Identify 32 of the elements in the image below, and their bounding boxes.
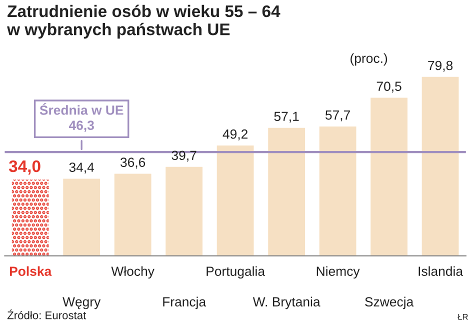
text: (proc.) xyxy=(350,53,388,66)
bar xyxy=(63,178,100,256)
bar xyxy=(12,180,49,256)
x-tick-label: Niemcy xyxy=(316,266,360,279)
x-tick-label: Polska xyxy=(10,266,52,276)
x-tick-label: Szwecja xyxy=(365,296,414,310)
data-label: 57,1 xyxy=(274,112,299,123)
data-label: 79,8 xyxy=(428,60,453,72)
data-label: 34,0 xyxy=(8,160,40,175)
x-tick-label: Węgry xyxy=(62,297,101,310)
bar xyxy=(166,166,203,256)
bar xyxy=(216,146,254,256)
data-label: 34,4 xyxy=(69,162,94,174)
x-tick-label: Francja xyxy=(163,296,206,310)
x-tick-label: Portugalia xyxy=(206,266,266,279)
data-label: 49,2 xyxy=(222,129,248,140)
data-label: 57,7 xyxy=(325,110,350,122)
text: ŁR xyxy=(458,314,468,320)
data-label: 36,6 xyxy=(120,158,146,169)
ref-line-label: Średnia w UE 46,3 xyxy=(40,102,124,132)
x-tick-label: W. Brytania xyxy=(252,296,320,310)
data-label: 39,7 xyxy=(172,150,196,162)
bar xyxy=(268,128,306,256)
data-label: 70,5 xyxy=(376,82,402,93)
bar xyxy=(319,126,356,256)
bar xyxy=(114,174,152,256)
bar xyxy=(370,98,408,256)
text: Źródło: Eurostat xyxy=(7,310,86,320)
x-tick-label: Islandia xyxy=(418,266,464,276)
chart-title: Zatrudnienie osób w wieku 55 – 64 w wybranych państwach UE xyxy=(7,4,280,39)
bar xyxy=(422,76,459,256)
x-tick-label: Włochy xyxy=(111,266,154,279)
